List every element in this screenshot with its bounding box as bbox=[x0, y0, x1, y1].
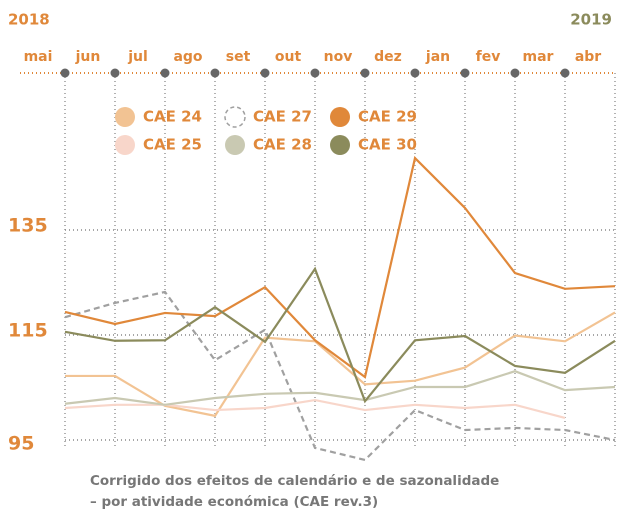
time-dot bbox=[460, 68, 470, 78]
time-dot bbox=[410, 68, 420, 78]
year-label: 2019 bbox=[570, 11, 612, 29]
x-tick-label: dez bbox=[374, 49, 402, 65]
time-dot bbox=[510, 68, 520, 78]
note: – por atividade económica (CAE rev.3) bbox=[90, 494, 378, 510]
series-line bbox=[64, 266, 616, 404]
legend-label: CAE 27 bbox=[253, 108, 312, 126]
x-tick-label: mar bbox=[523, 49, 554, 65]
legend-marker bbox=[225, 135, 245, 155]
x-tick-label: mai bbox=[24, 49, 53, 65]
y-tick-label: 135 bbox=[8, 215, 48, 237]
legend-marker bbox=[330, 135, 350, 155]
y-tick-label: 115 bbox=[8, 320, 48, 342]
x-tick-label: jan bbox=[425, 49, 450, 65]
series-line bbox=[64, 398, 566, 420]
x-tick-label: jun bbox=[75, 49, 101, 65]
legend-label: CAE 25 bbox=[143, 136, 202, 154]
x-tick-label: jul bbox=[127, 49, 148, 65]
year-label: 2018 bbox=[8, 11, 50, 29]
time-dot bbox=[560, 68, 570, 78]
series-line bbox=[65, 311, 616, 418]
series-line bbox=[64, 155, 616, 379]
x-tick-label: ago bbox=[173, 49, 202, 65]
time-dot bbox=[60, 68, 70, 78]
legend-marker bbox=[224, 106, 246, 128]
time-dot bbox=[360, 68, 370, 78]
legend-label: CAE 28 bbox=[253, 136, 312, 154]
series-line bbox=[64, 370, 616, 406]
x-tick-label: fev bbox=[476, 49, 501, 65]
x-tick-label: set bbox=[226, 49, 251, 65]
x-tick-label: abr bbox=[575, 49, 601, 65]
legend-marker bbox=[330, 107, 350, 127]
time-dot bbox=[160, 68, 170, 78]
legend-label: CAE 29 bbox=[358, 108, 417, 126]
note: Corrigido dos efeitos de calendário e de… bbox=[90, 473, 499, 489]
legend-marker bbox=[115, 135, 135, 155]
x-tick-label: nov bbox=[324, 49, 353, 65]
time-dot bbox=[310, 68, 320, 78]
time-dot bbox=[210, 68, 220, 78]
x-tick-label: out bbox=[275, 49, 302, 65]
legend-marker bbox=[115, 107, 135, 127]
y-tick-label: 95 bbox=[8, 433, 34, 455]
time-dot bbox=[110, 68, 120, 78]
legend-label: CAE 30 bbox=[358, 136, 417, 154]
time-dot bbox=[260, 68, 270, 78]
series-line bbox=[64, 290, 616, 462]
legend-label: CAE 24 bbox=[143, 108, 202, 126]
